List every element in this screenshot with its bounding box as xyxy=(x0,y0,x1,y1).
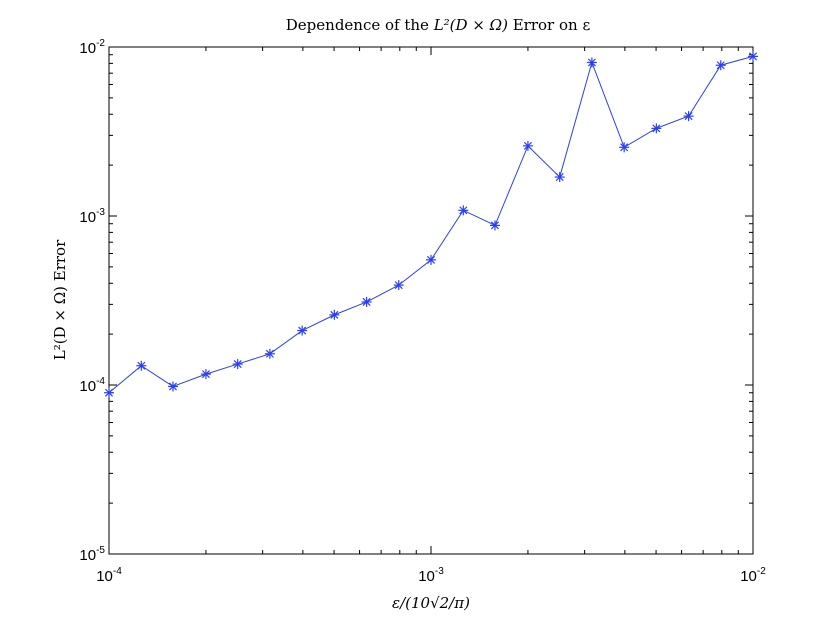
data-point-marker xyxy=(586,57,597,68)
x-axis-label: ε/(10√2/π) xyxy=(392,594,470,612)
data-point-marker xyxy=(683,111,694,122)
y-tick-label: 10-5 xyxy=(79,545,105,564)
x-tick-label: 10-2 xyxy=(740,566,766,585)
data-point-marker xyxy=(167,381,178,392)
data-point-marker xyxy=(393,280,404,291)
y-tick-label: 10-4 xyxy=(79,376,105,395)
data-point-marker xyxy=(264,348,275,359)
data-point-marker xyxy=(715,60,726,71)
data-point-marker xyxy=(329,309,340,320)
y-tick-label: 10-3 xyxy=(79,207,105,226)
y-axis-ticks: 10-5 10-4 10-3 10-2 xyxy=(79,38,753,564)
y-axis-label: L²(D × Ω) Error xyxy=(51,239,69,360)
data-point-marker xyxy=(619,142,630,153)
data-point-marker xyxy=(136,360,147,371)
data-point-marker xyxy=(297,325,308,336)
plot-area xyxy=(108,46,754,555)
data-point-marker xyxy=(104,387,114,398)
x-axis-ticks: 10-4 10-3 10-2 xyxy=(96,47,766,585)
y-tick-label: 10-2 xyxy=(79,38,105,57)
x-tick-label: 10-4 xyxy=(96,566,122,585)
x-tick-label: 10-3 xyxy=(418,566,444,585)
data-point-marker xyxy=(489,220,500,231)
data-point-marker xyxy=(522,140,533,151)
chart-title: Dependence of the L²(D × Ω) Error on ε xyxy=(286,16,591,34)
data-point-marker xyxy=(748,51,758,62)
data-point-marker xyxy=(232,359,243,370)
data-point-marker xyxy=(554,172,565,183)
data-point-marker xyxy=(651,123,662,134)
data-point-marker xyxy=(426,254,436,265)
data-point-marker xyxy=(200,369,211,380)
series-layer xyxy=(104,51,758,398)
data-point-marker xyxy=(361,296,372,307)
data-point-marker xyxy=(458,205,469,216)
